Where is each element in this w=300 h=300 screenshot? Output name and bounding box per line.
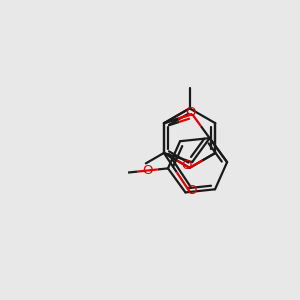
Text: O: O <box>142 164 152 177</box>
Text: O: O <box>182 159 192 172</box>
Text: O: O <box>186 184 197 197</box>
Text: O: O <box>185 106 195 118</box>
